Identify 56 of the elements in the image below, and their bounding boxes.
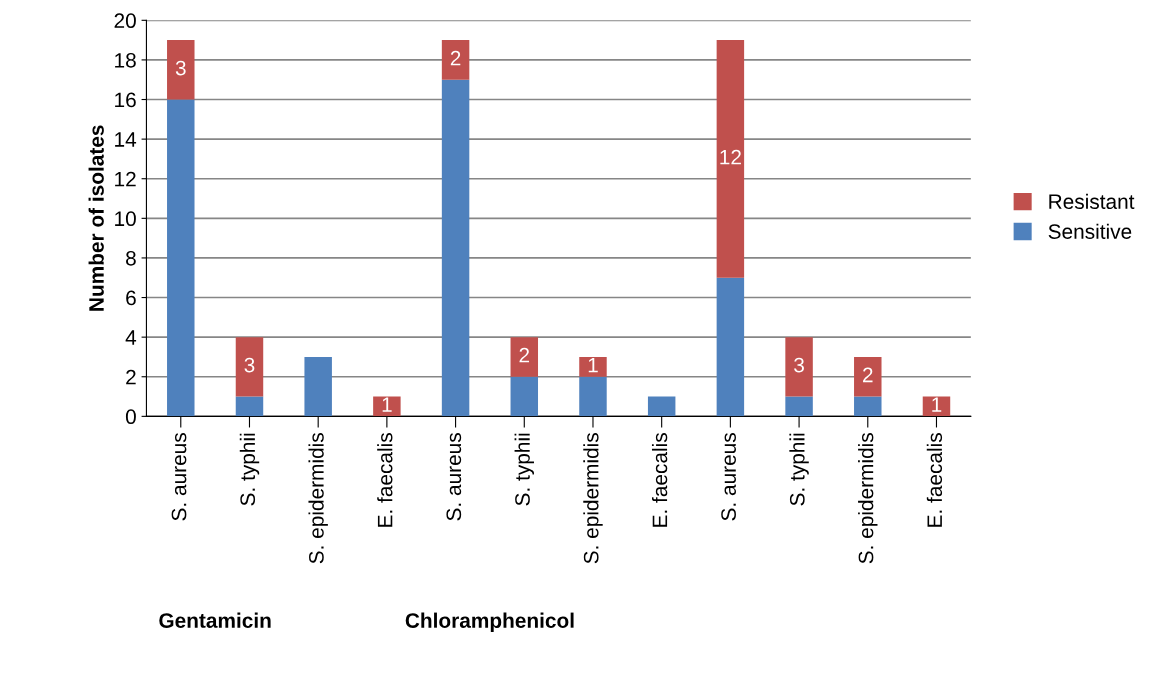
x-tick-label: E. faecalis bbox=[926, 433, 943, 527]
data-label: 1 bbox=[382, 397, 392, 412]
bar bbox=[785, 396, 813, 417]
x-tick-label: S. aureus bbox=[171, 433, 187, 521]
bar bbox=[716, 277, 745, 417]
y-tick-label: 4 bbox=[125, 330, 137, 345]
bar bbox=[441, 79, 470, 417]
bar bbox=[579, 356, 607, 377]
bar bbox=[235, 337, 264, 397]
text: Chloramphenicol bbox=[405, 612, 574, 633]
bar bbox=[441, 40, 470, 80]
bar bbox=[785, 337, 813, 397]
bar bbox=[304, 356, 332, 417]
x-tick-label: S. aureus bbox=[721, 433, 736, 521]
x-tick-label: E. faecalis bbox=[651, 433, 668, 527]
bar bbox=[716, 40, 745, 278]
x-tick-label: S. typhii bbox=[239, 433, 260, 506]
y-tick-label: 10 bbox=[115, 211, 136, 227]
data-label: 3 bbox=[175, 60, 186, 76]
data-label: 12 bbox=[720, 149, 741, 165]
x-tick-label: S. epidermidis bbox=[858, 433, 878, 564]
legend-label: Resistant bbox=[1049, 193, 1135, 210]
y-tick-label: 6 bbox=[126, 290, 136, 306]
y-tick-label: 2 bbox=[126, 369, 136, 385]
y-tick-label: 8 bbox=[126, 250, 136, 266]
data-label: 2 bbox=[519, 347, 530, 363]
y-tick-label: 18 bbox=[115, 52, 136, 68]
y-tick-label: 20 bbox=[114, 13, 136, 29]
x-tick-label: E. faecalis bbox=[377, 433, 393, 527]
x-tick-label: S. typhii bbox=[789, 433, 809, 506]
bar bbox=[235, 396, 264, 417]
data-label: 1 bbox=[932, 397, 942, 412]
bar bbox=[647, 396, 676, 417]
y-tick-label: 14 bbox=[115, 132, 137, 147]
bar bbox=[854, 396, 882, 417]
x-tick-label: S. epidermidis bbox=[583, 433, 603, 564]
bar bbox=[579, 376, 607, 417]
x-tick-label: S. aureus bbox=[446, 433, 462, 521]
bar bbox=[854, 356, 882, 397]
legend-label: Sensitive bbox=[1048, 223, 1132, 239]
y-tick-label: 16 bbox=[115, 92, 136, 108]
data-label: 2 bbox=[450, 50, 461, 66]
y-axis-title: Number of isolates bbox=[88, 125, 104, 311]
data-label: 3 bbox=[794, 357, 804, 373]
x-tick-label: S. typhii bbox=[514, 433, 534, 506]
data-label: 3 bbox=[244, 357, 255, 373]
y-tick-label: 12 bbox=[115, 171, 136, 187]
bar bbox=[167, 40, 195, 100]
y-tick-label: 0 bbox=[125, 409, 136, 425]
data-label: 1 bbox=[588, 357, 598, 373]
bar bbox=[167, 99, 195, 417]
bar bbox=[510, 376, 539, 417]
text: Gentamicin bbox=[159, 612, 271, 628]
data-label: 2 bbox=[863, 367, 873, 383]
bar bbox=[510, 337, 539, 377]
x-tick-label: S. epidermidis bbox=[308, 433, 328, 564]
